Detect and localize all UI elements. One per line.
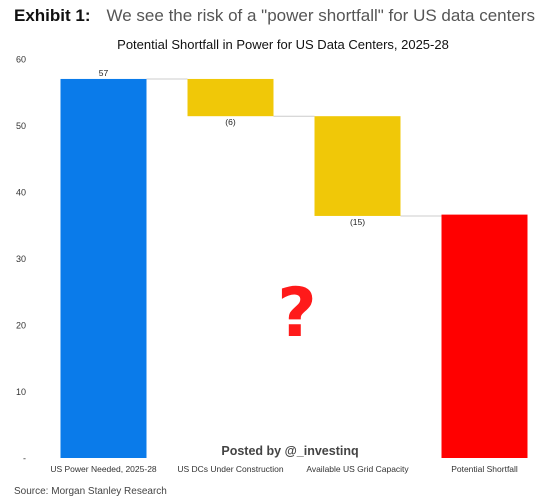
data-label: 57: [99, 68, 109, 78]
bar-reduction: [187, 78, 274, 117]
x-category-label: US Power Needed, 2025-28: [50, 464, 157, 474]
y-axis: - 10 20 30 40 50 60: [16, 55, 26, 464]
y-tick-label: 40: [16, 188, 26, 198]
y-tick-label: 10: [16, 387, 26, 397]
exhibit-header: Exhibit 1: We see the risk of a "power sh…: [14, 6, 535, 26]
data-label: (15): [350, 217, 365, 227]
connectors: [146, 78, 442, 217]
y-tick-label: 50: [16, 121, 26, 131]
watermark-text: Posted by @_investinq: [221, 444, 358, 458]
y-tick-label: 60: [16, 55, 26, 65]
y-tick-label: -: [23, 454, 26, 464]
x-category-label: Potential Shortfall: [451, 464, 518, 474]
source-note: Source: Morgan Stanley Research: [14, 486, 167, 497]
x-category-label: Available US Grid Capacity: [306, 464, 409, 474]
bar-needed: [60, 78, 147, 458]
chart-title: Potential Shortfall in Power for US Data…: [117, 37, 449, 52]
data-label: (6): [225, 117, 236, 127]
bar-shortfall: [441, 214, 528, 458]
y-tick-label: 20: [16, 321, 26, 331]
bars: [60, 78, 528, 458]
exhibit-title: We see the risk of a "power shortfall" f…: [106, 6, 535, 25]
y-tick-label: 30: [16, 254, 26, 264]
question-mark-annotation: ?: [277, 274, 316, 353]
data-labels: 57 (6) (15): [99, 68, 365, 227]
x-category-label: US DCs Under Construction: [177, 464, 284, 474]
bar-reduction: [314, 116, 401, 216]
exhibit-label: Exhibit 1:: [14, 6, 91, 25]
x-axis: US Power Needed, 2025-28 US DCs Under Con…: [50, 464, 518, 474]
